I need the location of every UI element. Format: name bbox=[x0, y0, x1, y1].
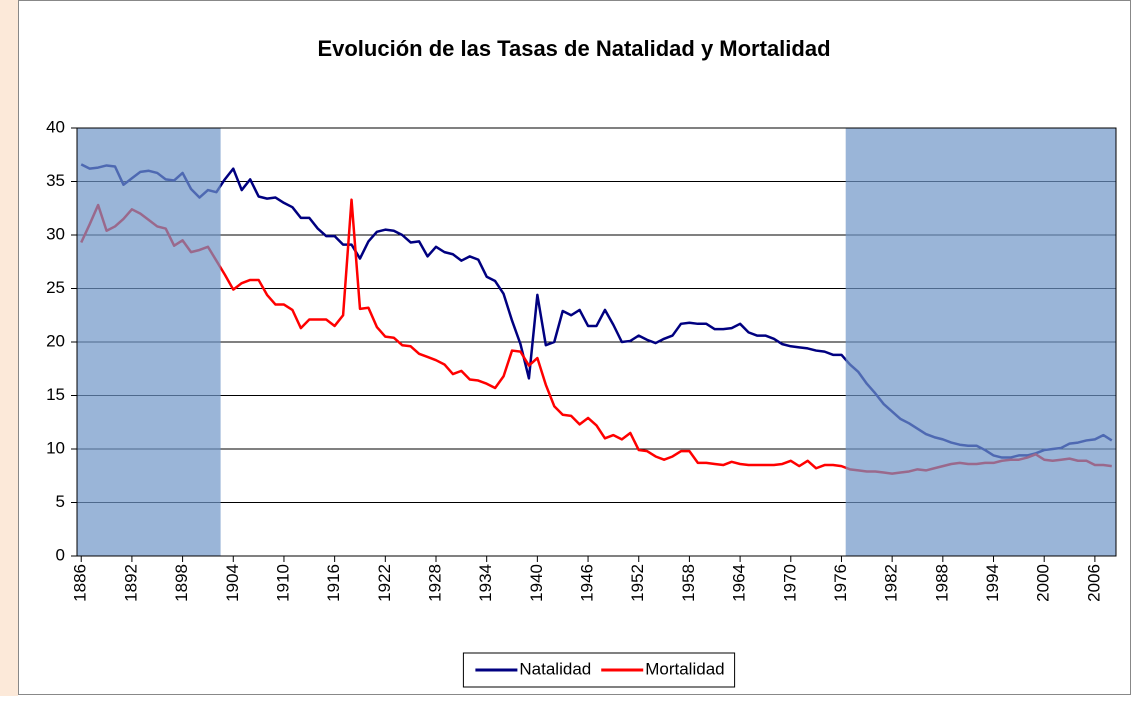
shaded-band bbox=[77, 128, 221, 556]
x-tick-label: 1928 bbox=[425, 564, 444, 602]
x-tick-label: 1994 bbox=[983, 564, 1002, 602]
y-tick-label: 5 bbox=[56, 492, 65, 511]
x-tick-label: 1946 bbox=[578, 564, 597, 602]
x-tick-label: 1922 bbox=[375, 564, 394, 602]
x-tick-label: 1964 bbox=[730, 564, 749, 602]
side-strip bbox=[0, 0, 18, 696]
x-tick-label: 2000 bbox=[1034, 564, 1053, 602]
x-tick-label: 1910 bbox=[273, 564, 292, 602]
y-tick-label: 30 bbox=[46, 224, 65, 243]
x-tick-label: 1892 bbox=[121, 564, 140, 602]
x-tick-label: 1970 bbox=[780, 564, 799, 602]
x-tick-label: 1982 bbox=[882, 564, 901, 602]
x-tick-label: 1904 bbox=[223, 564, 242, 602]
y-tick-label: 40 bbox=[46, 117, 65, 136]
y-tick-label: 20 bbox=[46, 331, 65, 350]
x-tick-label: 1934 bbox=[476, 564, 495, 602]
y-tick-label: 15 bbox=[46, 385, 65, 404]
y-tick-label: 35 bbox=[46, 171, 65, 190]
legend-label: Mortalidad bbox=[645, 659, 724, 678]
x-tick-label: 1898 bbox=[172, 564, 191, 602]
x-tick-label: 1952 bbox=[628, 564, 647, 602]
x-tick-label: 2006 bbox=[1084, 564, 1103, 602]
x-tick-label: 1958 bbox=[679, 564, 698, 602]
chart-title: Evolución de las Tasas de Natalidad y Mo… bbox=[317, 36, 830, 61]
x-tick-label: 1886 bbox=[71, 564, 90, 602]
y-tick-label: 25 bbox=[46, 278, 65, 297]
legend: Natalidad Mortalidad bbox=[462, 652, 736, 688]
y-tick-label: 10 bbox=[46, 438, 65, 457]
y-tick-label: 0 bbox=[56, 545, 65, 564]
x-tick-label: 1976 bbox=[831, 564, 850, 602]
x-tick-label: 1916 bbox=[324, 564, 343, 602]
shaded-band bbox=[845, 128, 1116, 556]
x-tick-label: 1988 bbox=[932, 564, 951, 602]
legend-label: Natalidad bbox=[519, 659, 591, 678]
x-tick-label: 1940 bbox=[527, 564, 546, 602]
plot-border bbox=[76, 127, 1117, 557]
